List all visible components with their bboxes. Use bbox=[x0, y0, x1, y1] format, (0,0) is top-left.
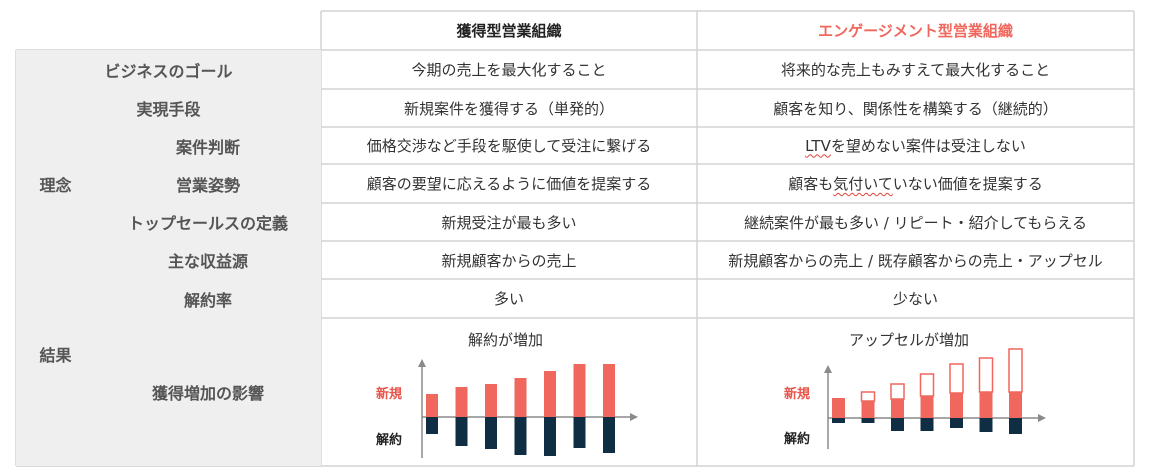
chart-right-bar-upsell bbox=[978, 357, 994, 393]
row-label-stance: 営業姿勢 bbox=[95, 164, 321, 203]
chart-left-bar-churn bbox=[573, 417, 586, 448]
chart-left-x-arrow bbox=[630, 413, 638, 421]
chart-title-left: 解約が増加 bbox=[468, 331, 544, 349]
chart-left-bar-churn bbox=[485, 417, 497, 449]
chart-left-bar-new bbox=[485, 384, 497, 417]
means-engagement: 顧客を知り、関係性を構築する（継続的） bbox=[773, 99, 1058, 118]
judgement-engagement-rest: を望めない案件は受注しない bbox=[830, 137, 1026, 155]
chart-left-bar-new bbox=[603, 364, 615, 417]
top-sales-acquisition: 新規受注が最も多い bbox=[441, 213, 577, 232]
chart-left-bar-new bbox=[544, 371, 556, 417]
chart-right-bar-churn bbox=[979, 418, 993, 432]
revenue-acquisition: 新規顧客からの売上 bbox=[441, 251, 577, 270]
column-header-engagement: エンゲージメント型営業組織 bbox=[818, 22, 1013, 40]
row-label-top-sales: トップセールスの定義 bbox=[95, 203, 321, 241]
judgement-acquisition: 価格交渉など手段を駆使して受注に繋げる bbox=[366, 137, 652, 155]
goal-engagement: 将来的な売上もみすえて最大化すること bbox=[780, 61, 1051, 79]
chart-right-bar-churn bbox=[950, 418, 963, 428]
chart-left-y-arrow bbox=[418, 359, 426, 367]
chart-title-right: アップセルが増加 bbox=[849, 331, 970, 349]
chart-left-bar-new bbox=[426, 394, 438, 417]
chart-right-bar-new bbox=[861, 401, 875, 418]
chart-right-bar-new bbox=[1009, 392, 1022, 418]
chart-right-bar-new bbox=[920, 396, 934, 418]
top-sales-engagement: 継続案件が最も多い / リピート・紹介してもらえる bbox=[744, 213, 1087, 232]
column-header-acquisition: 獲得型営業組織 bbox=[456, 22, 562, 40]
means-acquisition: 新規案件を獲得する（単発的） bbox=[403, 99, 614, 118]
chart-left-bar-churn bbox=[426, 417, 438, 434]
chart-left-churn-label: 解約 bbox=[375, 432, 402, 448]
group-label-result: 結果 bbox=[16, 241, 95, 466]
row-label-revenue: 主な収益源 bbox=[95, 241, 321, 279]
stance-engagement-c: いない価値を提案する bbox=[892, 175, 1043, 193]
row-label-goal: ビジネスのゴール bbox=[16, 50, 321, 89]
chart-right-bar-churn bbox=[920, 418, 934, 431]
chart-left-bar-churn bbox=[544, 417, 556, 456]
chart-left-bar-churn bbox=[603, 417, 615, 453]
stance-engagement-underlined: 気付いて bbox=[833, 175, 893, 193]
chart-right-bar-churn bbox=[891, 418, 904, 431]
chart-left-bar-new bbox=[573, 364, 586, 417]
row-label-impact: 獲得増加の影響 bbox=[95, 318, 321, 466]
chart-right-churn-label: 解約 bbox=[783, 431, 810, 447]
chart-right-bar-upsell bbox=[919, 373, 935, 397]
chart-right-bar-upsell bbox=[1008, 348, 1023, 393]
churn-acquisition: 多い bbox=[493, 290, 524, 308]
chart-right-bar-churn bbox=[832, 418, 845, 423]
ltv-term: LTV bbox=[805, 136, 831, 155]
chart-left-bar-churn bbox=[514, 417, 527, 455]
row-label-judgement: 案件判断 bbox=[95, 127, 321, 164]
chart-right: 新規 解約 bbox=[783, 348, 1046, 449]
chart-right-bar-new bbox=[891, 399, 904, 418]
churn-engagement: 少ない bbox=[892, 290, 938, 308]
chart-right-bar-upsell bbox=[860, 391, 876, 402]
row-label-means: 実現手段 bbox=[16, 89, 321, 127]
chart-right-bar-upsell bbox=[890, 383, 905, 400]
judgement-engagement: LTV を望めない案件は受注しない bbox=[697, 127, 1134, 164]
chart-right-bar-upsell bbox=[949, 363, 964, 394]
chart-right-bar-churn bbox=[1009, 418, 1022, 434]
chart-right-bar-new bbox=[950, 393, 963, 418]
chart-right-y-arrow bbox=[824, 365, 832, 373]
group-label-philosophy: 理念 bbox=[16, 127, 95, 241]
chart-left: 新規 解約 bbox=[375, 359, 638, 458]
chart-right-bar-new bbox=[979, 392, 993, 418]
row-label-churn: 解約率 bbox=[95, 279, 321, 318]
chart-right-x-arrow bbox=[1038, 414, 1046, 422]
chart-left-bar-churn bbox=[455, 417, 468, 446]
revenue-engagement: 新規顧客からの売上 / 既存顧客からの売上・アップセル bbox=[728, 251, 1103, 270]
stance-acquisition: 顧客の要望に応えるように価値を提案する bbox=[366, 175, 652, 193]
chart-left-bar-new bbox=[455, 387, 468, 417]
goal-acquisition: 今期の売上を最大化すること bbox=[411, 61, 607, 79]
chart-left-new-label: 新規 bbox=[376, 386, 402, 402]
chart-right-bar-new bbox=[832, 398, 845, 418]
chart-left-bar-new bbox=[514, 378, 527, 417]
chart-right-new-label: 新規 bbox=[784, 386, 810, 402]
stance-engagement-a: 顧客も bbox=[788, 175, 834, 193]
stance-engagement: 顧客も 気付いて いない価値を提案する bbox=[697, 164, 1134, 203]
chart-right-bar-churn bbox=[861, 418, 875, 423]
